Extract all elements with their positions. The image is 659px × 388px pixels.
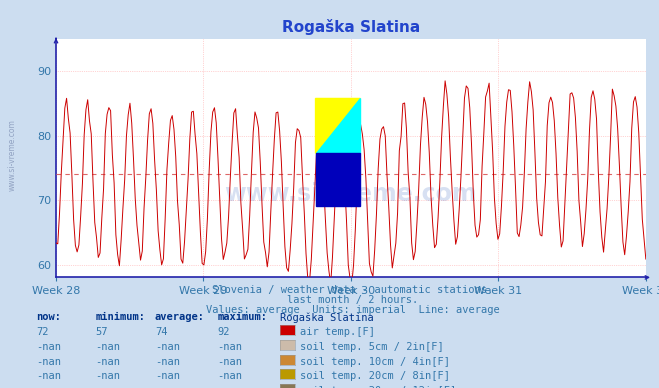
Bar — [316, 153, 360, 206]
Text: -nan: -nan — [155, 371, 180, 381]
Text: soil temp. 10cm / 4in[F]: soil temp. 10cm / 4in[F] — [300, 357, 450, 367]
Text: -nan: -nan — [36, 342, 61, 352]
Text: maximum:: maximum: — [217, 312, 268, 322]
Text: soil temp. 20cm / 8in[F]: soil temp. 20cm / 8in[F] — [300, 371, 450, 381]
Text: 57: 57 — [96, 327, 108, 337]
Text: -nan: -nan — [96, 342, 121, 352]
Text: Values: average  Units: imperial  Line: average: Values: average Units: imperial Line: av… — [206, 305, 500, 315]
Text: -nan: -nan — [217, 386, 243, 388]
Text: -nan: -nan — [217, 357, 243, 367]
Text: now:: now: — [36, 312, 61, 322]
Text: soil temp. 5cm / 2in[F]: soil temp. 5cm / 2in[F] — [300, 342, 444, 352]
Text: -nan: -nan — [155, 386, 180, 388]
Text: Rogaška Slatina: Rogaška Slatina — [280, 312, 374, 323]
Text: -nan: -nan — [155, 357, 180, 367]
Text: last month / 2 hours.: last month / 2 hours. — [287, 295, 418, 305]
Text: 92: 92 — [217, 327, 230, 337]
Text: -nan: -nan — [36, 371, 61, 381]
Text: www.si-vreme.com: www.si-vreme.com — [225, 182, 477, 206]
Text: -nan: -nan — [217, 342, 243, 352]
Text: air temp.[F]: air temp.[F] — [300, 327, 375, 337]
Text: average:: average: — [155, 312, 205, 322]
Text: -nan: -nan — [36, 386, 61, 388]
Text: -nan: -nan — [96, 357, 121, 367]
Text: soil temp. 30cm / 12in[F]: soil temp. 30cm / 12in[F] — [300, 386, 456, 388]
Text: -nan: -nan — [217, 371, 243, 381]
Polygon shape — [316, 99, 360, 153]
Text: 74: 74 — [155, 327, 167, 337]
Text: Slovenia / weather data - automatic stations.: Slovenia / weather data - automatic stat… — [212, 285, 493, 295]
Text: -nan: -nan — [96, 371, 121, 381]
Text: -nan: -nan — [155, 342, 180, 352]
Text: -nan: -nan — [36, 357, 61, 367]
Polygon shape — [316, 99, 360, 153]
Title: Rogaška Slatina: Rogaška Slatina — [282, 19, 420, 35]
Text: www.si-vreme.com: www.si-vreme.com — [8, 119, 17, 191]
Text: minimum:: minimum: — [96, 312, 146, 322]
Text: 72: 72 — [36, 327, 49, 337]
Text: -nan: -nan — [96, 386, 121, 388]
